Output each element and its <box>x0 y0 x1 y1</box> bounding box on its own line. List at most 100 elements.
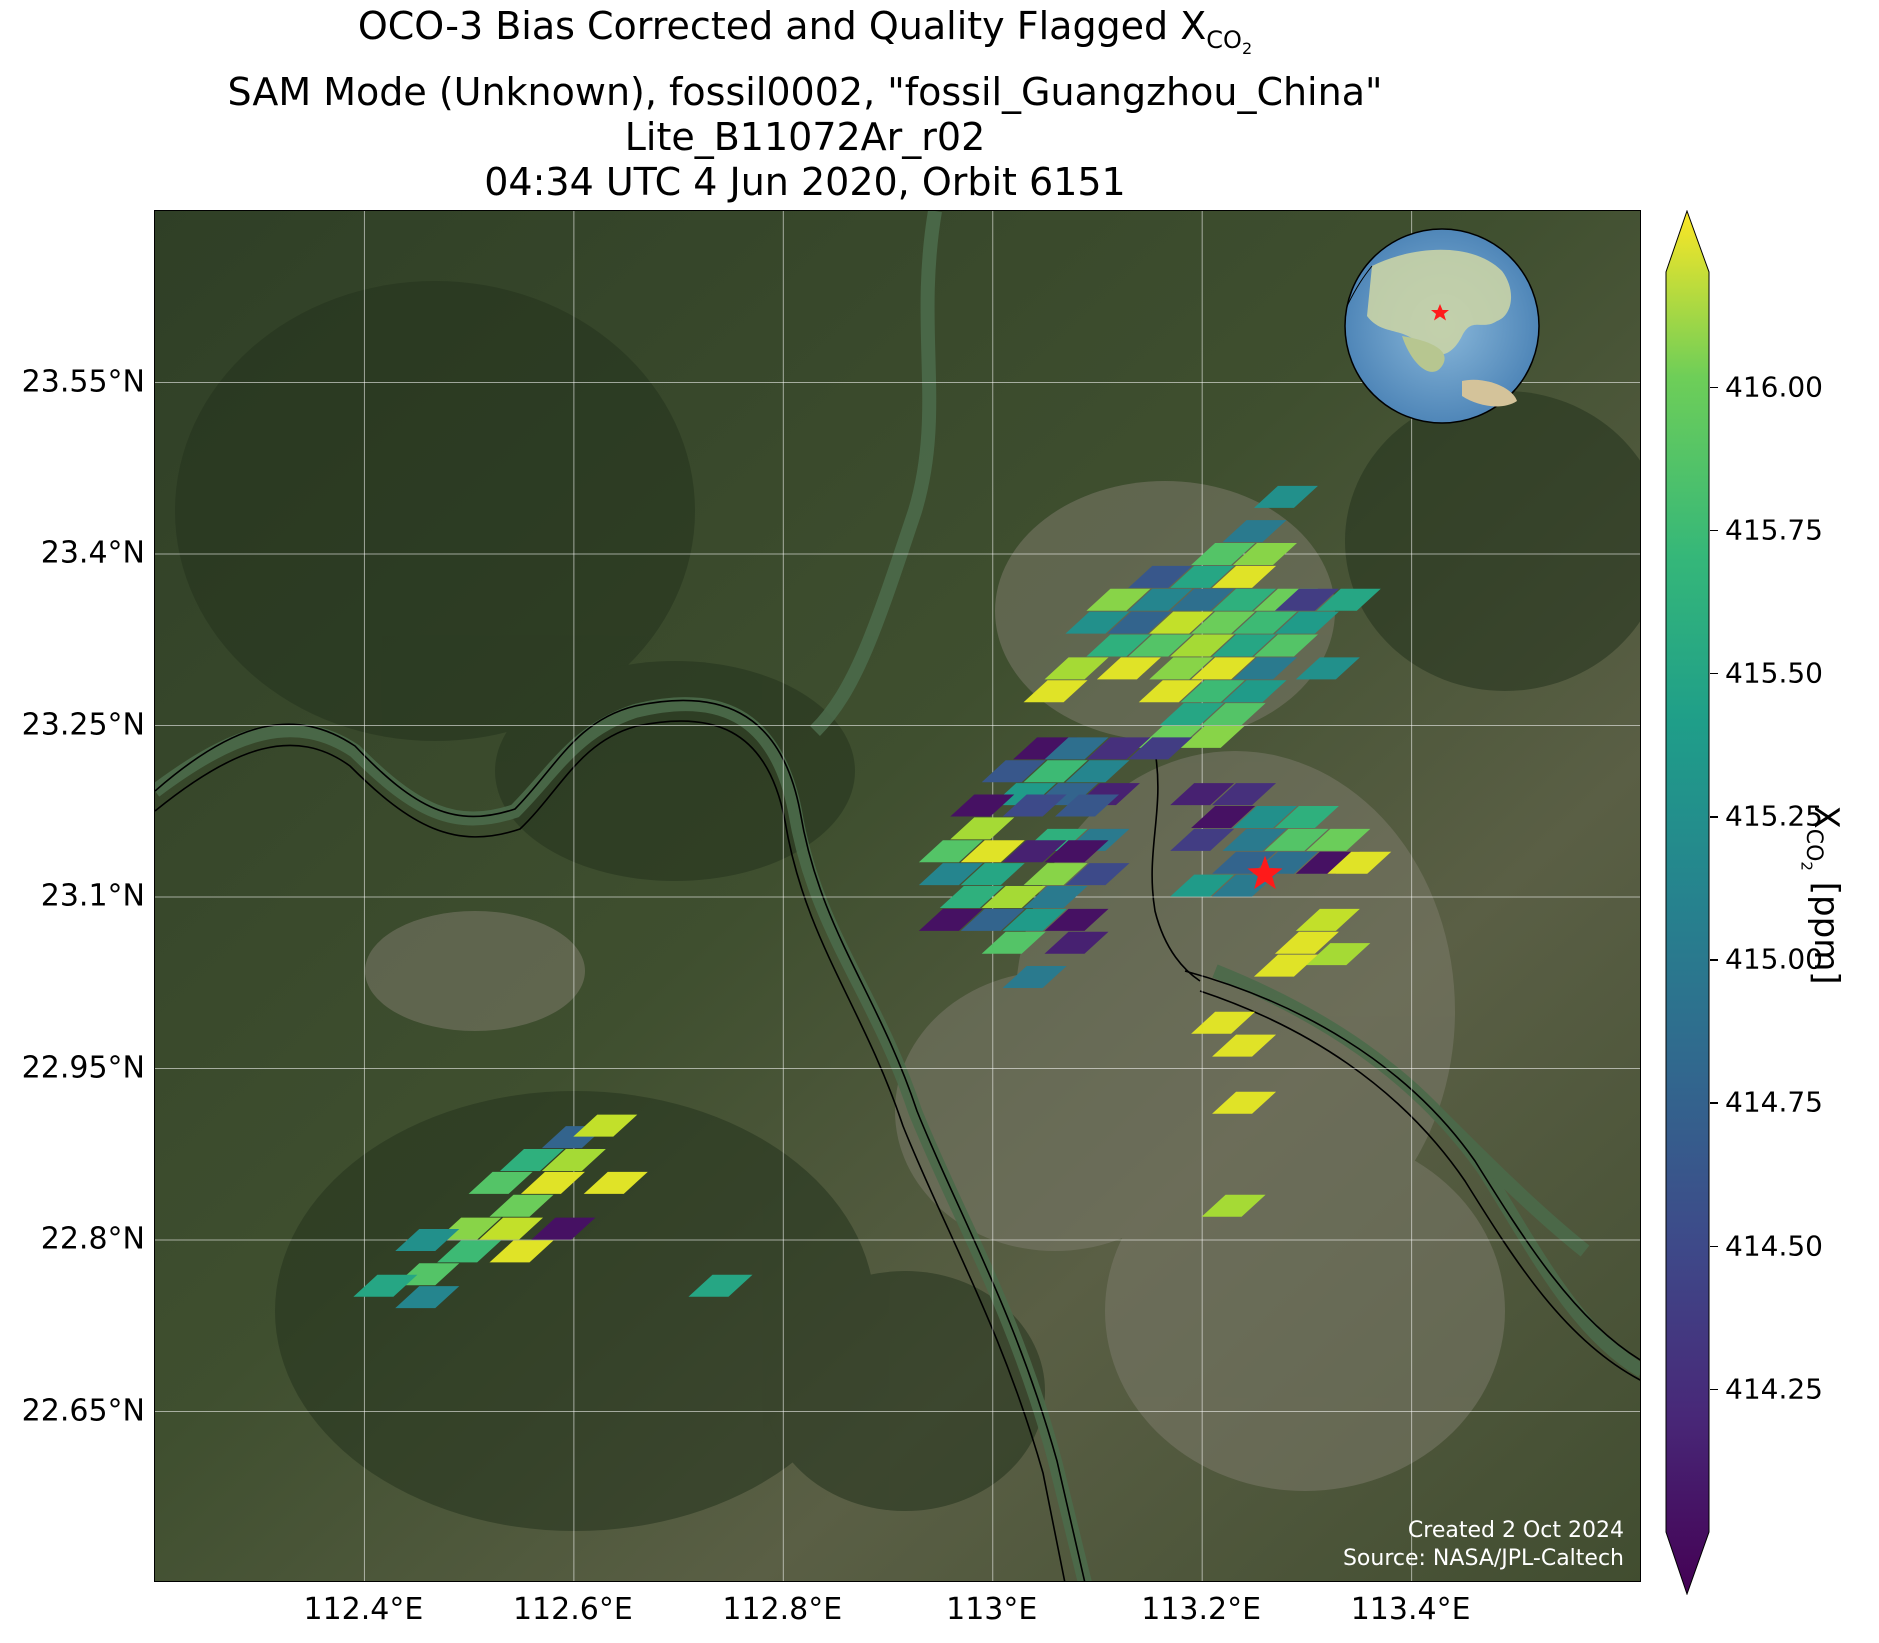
colorbar-tick-label: 414.25 <box>1725 1372 1823 1406</box>
xco2-footprint <box>1212 565 1277 588</box>
xco2-footprint <box>1023 680 1088 703</box>
xco2-footprint <box>489 1240 554 1263</box>
map-canvas[interactable] <box>155 211 1641 1582</box>
lon-tick-label: 113°E <box>946 1592 1038 1627</box>
xco2-footprint <box>1327 851 1392 874</box>
lon-tick-label: 112.8°E <box>722 1592 843 1627</box>
xco2-footprint <box>1002 840 1067 863</box>
xco2-footprint <box>1159 703 1224 726</box>
coastline-boundaries <box>155 699 1640 1581</box>
xco2-footprint <box>1222 828 1287 851</box>
xco2-footprint <box>1128 565 1193 588</box>
colorbar-tick-mark <box>1710 672 1718 675</box>
xco2-footprint <box>918 840 983 863</box>
colorbar-label: XCO2 [ppm] <box>1797 805 1847 985</box>
xco2-footprint <box>573 1114 638 1137</box>
xco2-footprint <box>1274 588 1339 611</box>
lat-tick-label: 23.25°N <box>21 707 145 742</box>
xco2-footprint <box>1023 886 1088 908</box>
colorbar-tick-mark <box>1710 816 1718 818</box>
xco2-footprint <box>1295 851 1360 874</box>
xco2-footprint <box>1274 931 1339 954</box>
credit-source: Source: NASA/JPL-Caltech <box>1342 1546 1624 1571</box>
title-line-2: SAM Mode (Unknown), fossil0002, "fossil_… <box>227 70 1383 115</box>
xco2-footprint <box>1128 634 1193 657</box>
xco2-footprint <box>1065 760 1130 783</box>
xco2-footprint <box>1233 543 1298 565</box>
globe-locator-inset <box>1344 228 1540 424</box>
xco2-footprint <box>1306 943 1371 966</box>
xco2-footprint <box>1054 794 1119 817</box>
xco2-footprint <box>981 931 1046 954</box>
xco2-footprint <box>950 817 1015 840</box>
xco2-footprint <box>960 908 1025 931</box>
xco2-footprint <box>1274 611 1339 634</box>
xco2-footprint <box>1222 520 1287 543</box>
xco2-footprint <box>1222 680 1287 703</box>
xco2-footprint <box>1191 657 1256 680</box>
colorbar-tick-label: 415.50 <box>1725 656 1823 690</box>
lon-tick-label: 112.4°E <box>303 1592 424 1627</box>
figure-title: OCO-3 Bias Corrected and Quality Flagged… <box>0 4 1610 205</box>
xco2-footprint <box>1086 588 1151 611</box>
title-line-3: Lite_B11072Ar_r02 <box>624 115 986 160</box>
xco2-footprint <box>479 1217 544 1240</box>
xco2-footprint <box>1044 908 1109 931</box>
xco2-footprint <box>1295 908 1360 931</box>
xco2-footprint <box>1170 588 1235 611</box>
xco2-footprint <box>1233 805 1298 828</box>
xco2-footprints <box>353 485 1392 1309</box>
lon-tick-label: 113.4°E <box>1350 1592 1471 1627</box>
colorbar-tick-label: 415.00 <box>1725 942 1823 976</box>
xco2-footprint <box>1306 828 1371 851</box>
lon-tick-label: 113.2°E <box>1141 1592 1262 1627</box>
xco2-footprint <box>395 1229 460 1251</box>
colorbar-tick-label: 415.75 <box>1725 513 1823 547</box>
xco2-footprint <box>1170 783 1235 806</box>
xco2-footprint <box>1107 611 1172 634</box>
colorbar-tick-mark <box>1710 1388 1718 1391</box>
xco2-footprint <box>1044 931 1109 954</box>
xco2-footprint <box>520 1171 585 1194</box>
xco2-footprint <box>981 760 1046 783</box>
xco2-footprint <box>1044 657 1109 680</box>
lat-tick-label: 23.4°N <box>40 535 145 571</box>
xco2-footprint <box>918 863 983 886</box>
xco2-footprint <box>1170 634 1235 657</box>
xco2-footprint <box>1253 634 1318 657</box>
xco2-footprint <box>499 1148 564 1171</box>
xco2-footprint <box>531 1217 596 1240</box>
xco2-footprint <box>1212 783 1277 806</box>
xco2-footprint <box>1191 611 1256 634</box>
xco2-footprint <box>1233 657 1298 680</box>
xco2-footprint <box>489 1194 554 1217</box>
xco2-footprint <box>353 1274 418 1297</box>
xco2-footprint <box>1180 725 1245 748</box>
xco2-footprint <box>1002 908 1067 931</box>
xco2-footprint <box>1138 680 1203 703</box>
map-panel[interactable]: Created 2 Oct 2024 Source: NASA/JPL-Calt… <box>154 210 1641 1582</box>
xco2-footprint <box>1274 805 1339 828</box>
xco2-footprint <box>1023 863 1088 886</box>
xco2-footprint <box>950 794 1015 817</box>
xco2-footprint <box>1180 680 1245 703</box>
xco2-footprint <box>1086 737 1151 760</box>
xco2-footprint <box>1170 874 1235 897</box>
xco2-footprint <box>1212 634 1277 657</box>
colorbar-tick-label: 414.50 <box>1725 1229 1823 1263</box>
xco2-footprint <box>1149 611 1214 634</box>
colorbar-tick-label: 416.00 <box>1725 370 1823 404</box>
xco2-footprint <box>1065 863 1130 886</box>
credit-text: Created 2 Oct 2024 Source: NASA/JPL-Calt… <box>1343 1517 1624 1573</box>
xco2-footprint <box>1065 611 1130 634</box>
xco2-footprint <box>960 863 1025 886</box>
xco2-footprint <box>1096 657 1161 680</box>
xco2-footprint <box>918 908 983 931</box>
colorbar-tick-mark <box>1710 386 1718 389</box>
xco2-footprint <box>939 886 1004 908</box>
xco2-footprint <box>1201 1194 1266 1217</box>
xco2-footprint <box>1201 703 1266 726</box>
xco2-footprint <box>395 1286 460 1309</box>
xco2-footprint <box>1044 840 1109 863</box>
colorbar <box>1665 210 1710 1595</box>
